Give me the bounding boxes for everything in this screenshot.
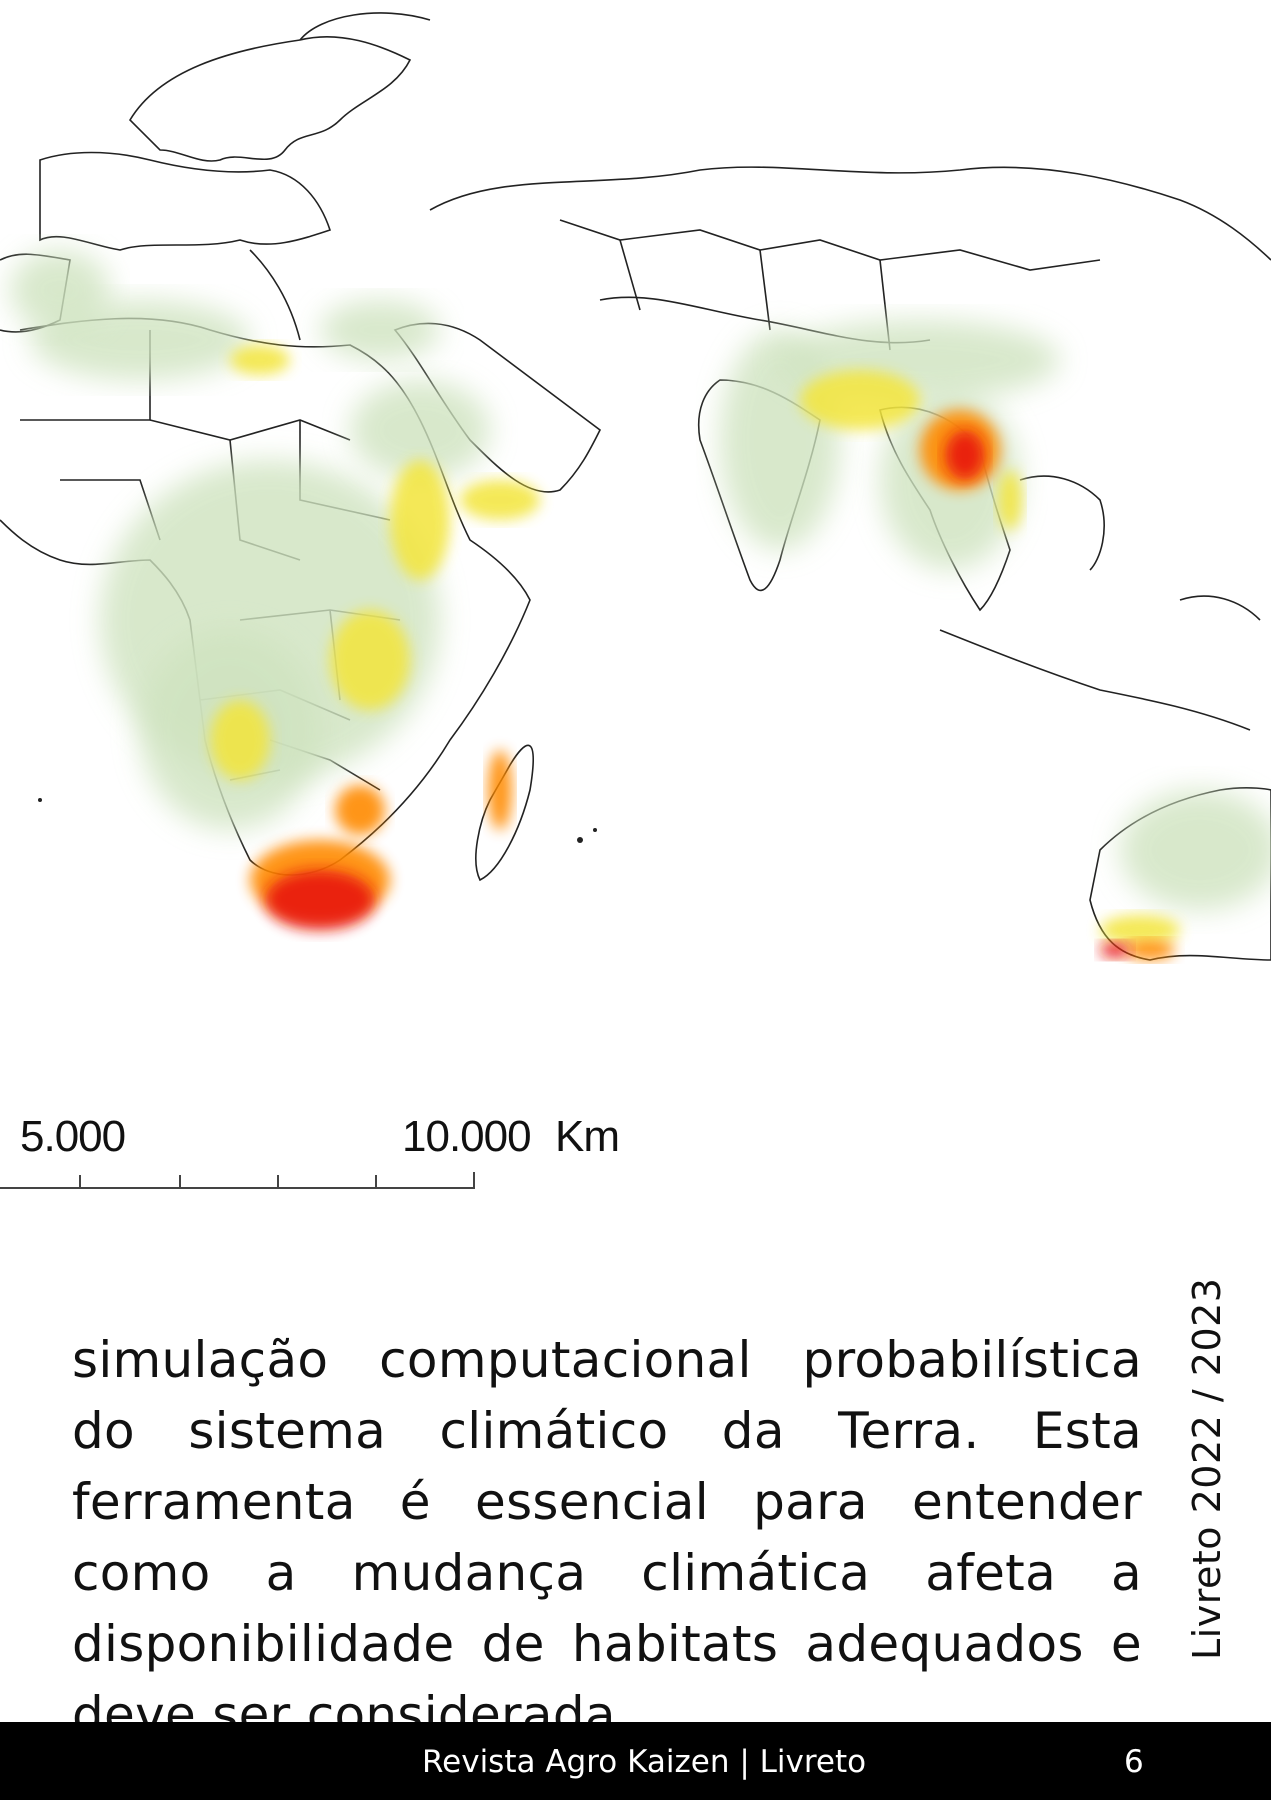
medium-suitability-area (330, 610, 410, 710)
max-suitability-area (945, 430, 985, 480)
high-suitability-area (335, 785, 385, 835)
footer-publication-title: Revista Agro Kaizen | Livreto (422, 1744, 867, 1780)
low-suitability-area (10, 250, 110, 330)
suitability-heatmap (10, 250, 1271, 945)
low-suitability-area (320, 300, 440, 360)
high-suitability-area (1125, 940, 1175, 960)
scale-label-10000: 10.000 (402, 1112, 532, 1161)
max-suitability-area (1100, 942, 1130, 958)
scale-unit-label: Km (555, 1112, 620, 1161)
high-suitability-area (488, 750, 512, 830)
low-suitability-area (1120, 790, 1271, 910)
medium-suitability-area (210, 700, 270, 780)
medium-suitability-area (800, 370, 920, 430)
medium-suitability-area (230, 345, 290, 375)
page-footer: Revista Agro Kaizen | Livreto 6 (0, 1722, 1271, 1800)
map-scale-bar (0, 1172, 475, 1189)
islands (38, 798, 597, 843)
max-suitability-area (265, 870, 375, 930)
body-paragraph: simulação computacional probabilística d… (72, 1331, 1142, 1744)
medium-suitability-area (998, 470, 1022, 530)
medium-suitability-area (390, 460, 450, 580)
medium-suitability-area (1100, 915, 1180, 945)
scale-label-5000: 5.000 (20, 1112, 126, 1161)
suitability-hotspots (250, 410, 1175, 960)
edition-side-label: Livreto 2022 / 2023 (1185, 1277, 1229, 1661)
medium-suitability-area (460, 480, 540, 520)
habitat-suitability-map (0, 12, 1271, 961)
low-suitability-area (350, 380, 490, 480)
page-number: 6 (1124, 1744, 1144, 1780)
